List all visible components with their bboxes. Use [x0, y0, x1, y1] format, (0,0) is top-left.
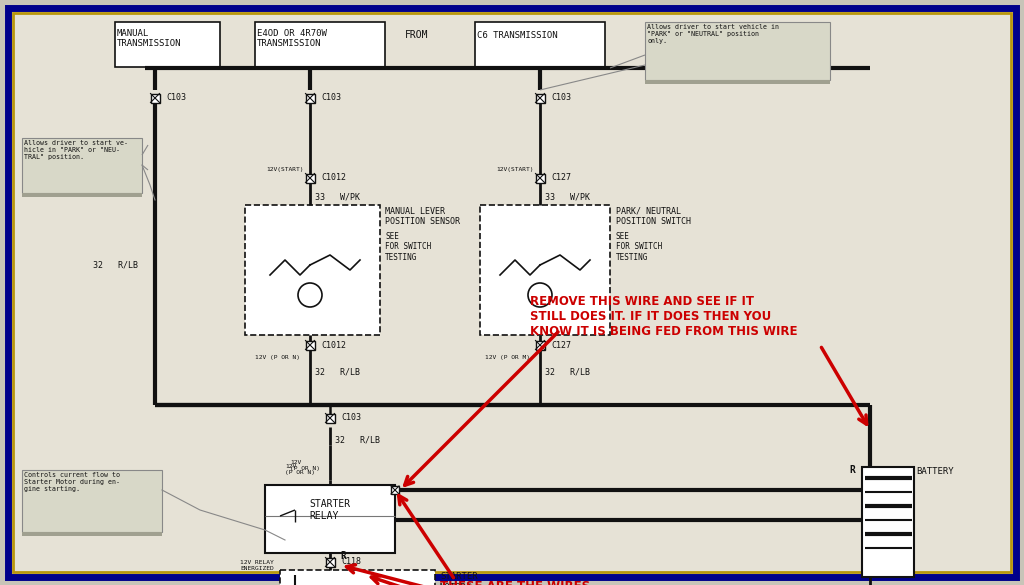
Text: C103: C103 — [321, 94, 341, 102]
Bar — [305, 174, 314, 183]
Bar — [151, 94, 160, 102]
Text: SEE
FOR SWITCH
TESTING: SEE FOR SWITCH TESTING — [616, 232, 663, 262]
Text: REMOVE THIS WIRE AND SEE IF IT
STILL DOES IT. IF IT DOES THEN YOU
KNOW IT IS BEI: REMOVE THIS WIRE AND SEE IF IT STILL DOE… — [530, 295, 798, 338]
Text: C1012: C1012 — [321, 174, 346, 183]
Text: 12V (P OR N): 12V (P OR N) — [255, 356, 300, 360]
Bar — [305, 340, 314, 349]
Text: E4OD OR 4R70W
TRANSMISSION: E4OD OR 4R70W TRANSMISSION — [257, 29, 327, 49]
Text: R: R — [340, 551, 346, 561]
Bar — [255, 22, 385, 67]
Text: 32   R/LB: 32 R/LB — [315, 367, 360, 377]
Text: 12V RELAY
ENERGIZED: 12V RELAY ENERGIZED — [240, 560, 273, 571]
Text: R: R — [849, 465, 855, 475]
Text: C127: C127 — [551, 174, 571, 183]
Bar — [536, 174, 545, 183]
Text: MANUAL
TRANSMISSION: MANUAL TRANSMISSION — [117, 29, 181, 49]
Text: C6 TRANSMISSION: C6 TRANSMISSION — [477, 30, 558, 40]
Text: STARTER
MOTOR/
SOLENOID: STARTER MOTOR/ SOLENOID — [440, 572, 483, 585]
Bar — [305, 94, 314, 102]
Text: MANUAL LEVER
POSITION SENSOR: MANUAL LEVER POSITION SENSOR — [385, 207, 460, 226]
Bar — [480, 205, 610, 335]
Text: 33   W/PK: 33 W/PK — [545, 193, 590, 202]
Text: 33   W/PK: 33 W/PK — [315, 193, 360, 202]
Text: 32   R/LB: 32 R/LB — [545, 367, 590, 377]
Bar — [862, 467, 914, 577]
Text: C118: C118 — [341, 558, 361, 566]
Bar — [22, 193, 142, 197]
Text: Allows driver to start vehicle in
"PARK" or "NEUTRAL" position
only.: Allows driver to start vehicle in "PARK"… — [647, 24, 779, 44]
Text: SEE
FOR SWITCH
TESTING: SEE FOR SWITCH TESTING — [385, 232, 431, 262]
Bar — [280, 570, 435, 585]
Text: BATTERY: BATTERY — [916, 467, 953, 476]
Bar — [536, 340, 545, 349]
Bar — [536, 94, 545, 102]
Text: C1012: C1012 — [321, 340, 346, 349]
Text: C103: C103 — [551, 94, 571, 102]
Text: 32   R/LB: 32 R/LB — [335, 435, 380, 445]
Text: Controls current flow to
Starter Motor during en-
gine starting.: Controls current flow to Starter Motor d… — [24, 472, 120, 492]
Text: Allows driver to start ve-
hicle in "PARK" or "NEU-
TRAL" position.: Allows driver to start ve- hicle in "PAR… — [24, 140, 128, 160]
Text: 12V(START): 12V(START) — [266, 167, 303, 173]
Text: THESE ARE THE WIRES
THAT YOU NEED TO BE
SURE ARE NOT TOUCHING
IF THE EYELETS ARE: THESE ARE THE WIRES THAT YOU NEED TO BE … — [440, 580, 612, 585]
Bar — [22, 470, 162, 532]
Bar — [475, 22, 605, 67]
Text: C103: C103 — [341, 414, 361, 422]
Bar — [265, 485, 395, 553]
Text: 12V
(P OR N): 12V (P OR N) — [290, 460, 319, 471]
Text: FROM: FROM — [406, 30, 428, 40]
Bar — [645, 80, 830, 84]
Text: 12V (P OR M): 12V (P OR M) — [485, 356, 530, 360]
Text: STARTER
RELAY: STARTER RELAY — [309, 499, 350, 521]
Bar — [22, 138, 142, 193]
Text: 12V
(P OR N): 12V (P OR N) — [285, 464, 315, 475]
Bar — [115, 22, 220, 67]
Text: C127: C127 — [551, 340, 571, 349]
Bar — [645, 22, 830, 80]
Text: 32   R/LB: 32 R/LB — [93, 260, 138, 270]
Bar — [326, 414, 335, 422]
Bar — [391, 486, 399, 494]
Bar — [22, 532, 162, 536]
Text: C103: C103 — [166, 94, 186, 102]
Text: 12V(START): 12V(START) — [496, 167, 534, 173]
Text: PARK/ NEUTRAL
POSITION SWITCH: PARK/ NEUTRAL POSITION SWITCH — [616, 207, 691, 226]
Bar — [326, 558, 335, 566]
Bar — [245, 205, 380, 335]
